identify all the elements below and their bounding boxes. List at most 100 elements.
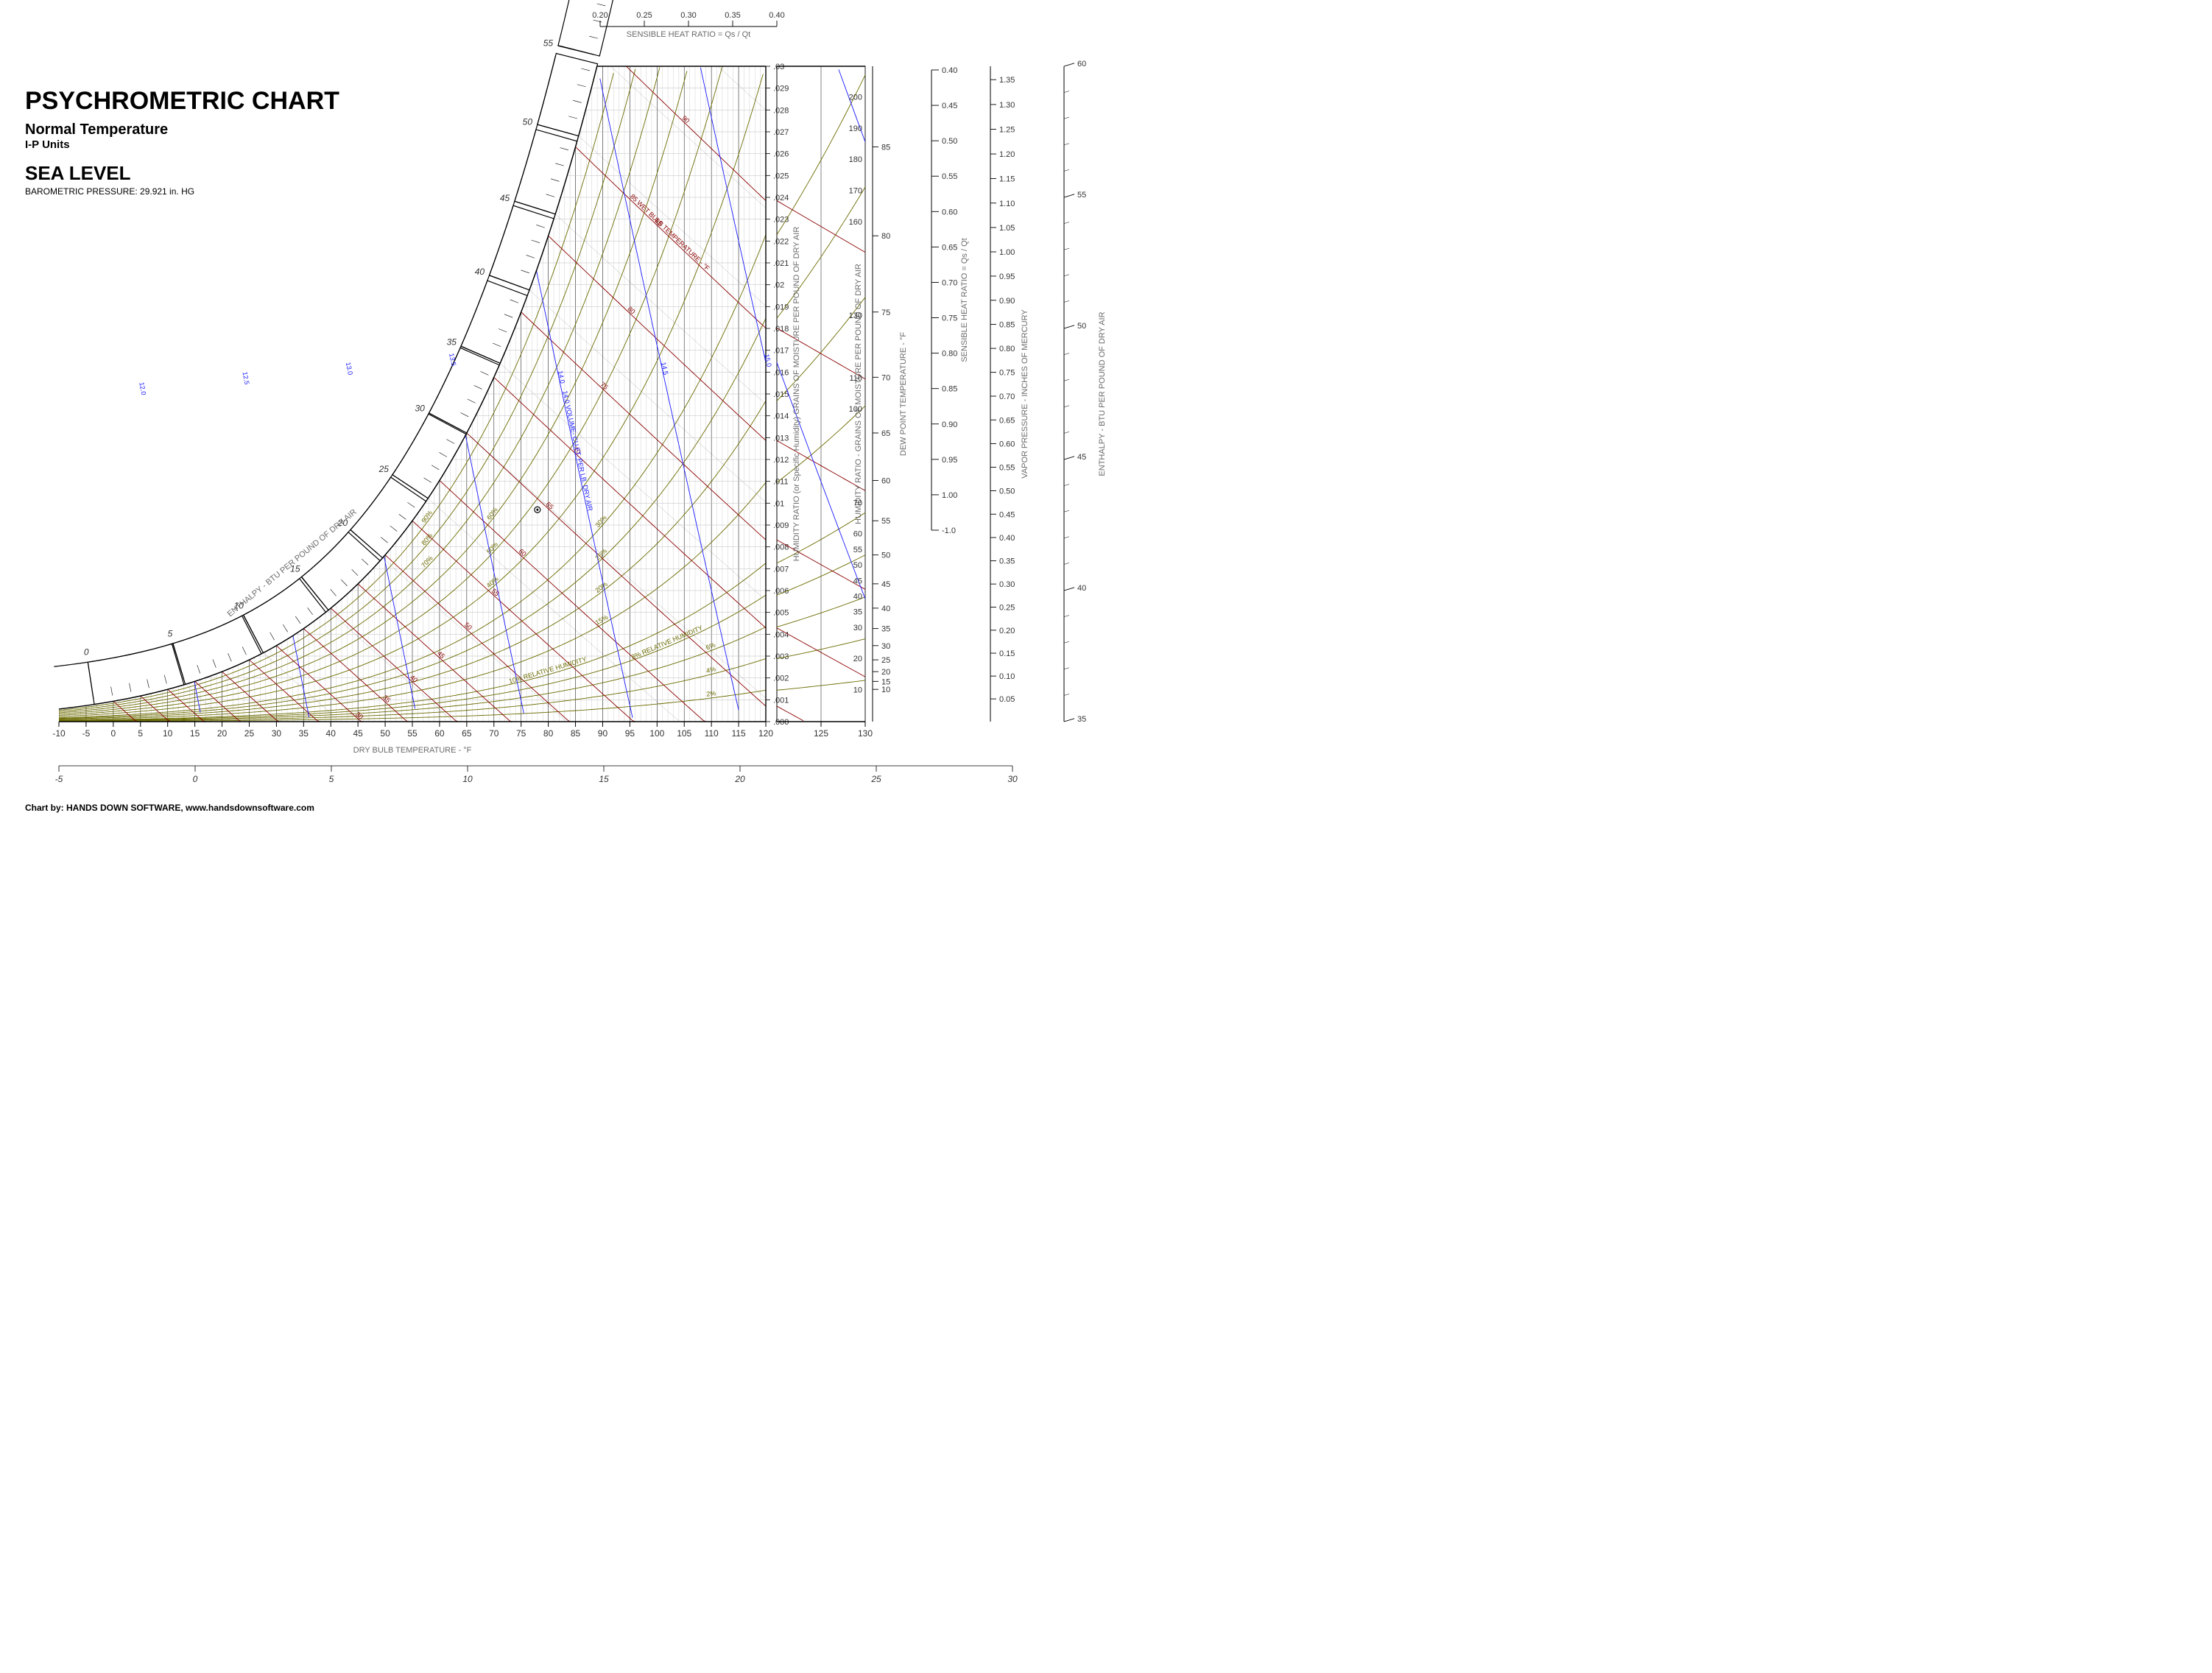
svg-text:55: 55: [853, 546, 862, 554]
svg-text:50: 50: [853, 561, 862, 570]
svg-text:25: 25: [378, 464, 390, 474]
svg-text:-1.0: -1.0: [942, 526, 956, 535]
svg-text:105: 105: [677, 728, 691, 739]
svg-text:.016: .016: [773, 368, 789, 377]
svg-text:40: 40: [881, 605, 890, 613]
svg-text:25: 25: [870, 774, 881, 784]
svg-text:55: 55: [543, 38, 554, 48]
svg-text:1.30: 1.30: [999, 101, 1015, 110]
svg-text:.024: .024: [773, 194, 789, 202]
svg-text:0.05: 0.05: [999, 695, 1015, 704]
chart-credit: Chart by: HANDS DOWN SOFTWARE, www.hands…: [25, 803, 314, 813]
svg-text:125: 125: [814, 728, 828, 739]
svg-text:1.10: 1.10: [999, 200, 1015, 208]
svg-text:0.35: 0.35: [999, 557, 1015, 566]
title-block: PSYCHROMETRIC CHART Normal Temperature I…: [25, 88, 339, 196]
svg-text:.002: .002: [773, 675, 789, 683]
svg-text:35: 35: [381, 694, 392, 704]
svg-text:45: 45: [1077, 453, 1086, 462]
svg-text:0.40: 0.40: [942, 66, 957, 75]
svg-text:.015: .015: [773, 390, 789, 399]
svg-text:.001: .001: [773, 696, 789, 705]
svg-text:.017: .017: [773, 347, 789, 356]
svg-text:60: 60: [881, 476, 890, 485]
svg-text:.03: .03: [773, 63, 784, 71]
svg-text:35: 35: [853, 608, 862, 617]
svg-text:50: 50: [881, 552, 890, 560]
svg-text:90%: 90%: [420, 509, 434, 524]
svg-text:15.0: 15.0: [763, 353, 773, 367]
svg-text:100: 100: [849, 405, 862, 414]
svg-text:.004: .004: [773, 630, 789, 639]
svg-text:1.00: 1.00: [942, 491, 957, 500]
svg-text:0.60: 0.60: [999, 440, 1015, 448]
svg-text:50: 50: [523, 116, 533, 127]
svg-text:0.40: 0.40: [769, 11, 784, 20]
svg-text:.02: .02: [773, 281, 784, 290]
svg-text:.008: .008: [773, 543, 789, 552]
enthalpy-axis-label-right: ENTHALPY - BTU PER POUND OF DRY AIR: [1098, 311, 1106, 476]
svg-text:.026: .026: [773, 150, 789, 159]
svg-text:75: 75: [881, 309, 890, 317]
svg-text:115: 115: [732, 728, 746, 739]
svg-text:30: 30: [272, 728, 282, 739]
svg-text:35: 35: [299, 728, 309, 739]
shr-right-label: SENSIBLE HEAT RATIO = Qs / Qt: [960, 238, 969, 362]
svg-text:20: 20: [881, 668, 890, 677]
svg-text:160: 160: [849, 218, 862, 227]
svg-text:5: 5: [138, 728, 143, 739]
svg-text:130: 130: [849, 311, 862, 320]
svg-text:2%: 2%: [706, 689, 716, 698]
svg-text:.009: .009: [773, 521, 789, 530]
svg-text:200: 200: [849, 93, 862, 102]
svg-text:0.85: 0.85: [999, 321, 1015, 330]
svg-text:20: 20: [853, 655, 862, 663]
svg-text:90: 90: [680, 114, 691, 124]
svg-text:0.75: 0.75: [942, 314, 957, 323]
svg-text:70: 70: [881, 373, 890, 382]
chart-pressure: BAROMETRIC PRESSURE: 29.921 in. HG: [25, 187, 339, 197]
svg-text:.021: .021: [773, 259, 789, 268]
svg-text:1.05: 1.05: [999, 224, 1015, 233]
svg-text:60: 60: [434, 728, 445, 739]
svg-text:35: 35: [881, 625, 890, 634]
svg-text:110: 110: [849, 374, 862, 383]
svg-text:-5: -5: [55, 774, 63, 784]
svg-text:0.95: 0.95: [942, 456, 957, 465]
svg-text:80: 80: [881, 232, 890, 241]
svg-text:30: 30: [415, 403, 426, 413]
svg-text:-5: -5: [82, 728, 91, 739]
svg-text:50: 50: [1077, 322, 1086, 331]
svg-text:10: 10: [881, 686, 890, 694]
svg-text:20: 20: [734, 774, 745, 784]
svg-text:55: 55: [407, 728, 418, 739]
chart-sealevel: SEA LEVEL: [25, 163, 339, 183]
svg-text:85 WET BULB TEMPERATURE - °F: 85 WET BULB TEMPERATURE - °F: [629, 193, 711, 272]
svg-text:60: 60: [853, 530, 862, 539]
x-axis-label: DRY BULB TEMPERATURE - °F: [353, 746, 472, 755]
chart-subtitle-2: I-P Units: [25, 139, 339, 151]
svg-text:14.0 VOLUME- CU.FT. PER LB. DR: 14.0 VOLUME- CU.FT. PER LB. DRY AIR: [561, 390, 594, 513]
svg-text:0.35: 0.35: [725, 11, 740, 20]
svg-text:8% RELATIVE HUMIDITY: 8% RELATIVE HUMIDITY: [630, 624, 704, 661]
svg-text:10: 10: [462, 774, 473, 784]
svg-text:0.55: 0.55: [999, 463, 1015, 472]
svg-text:.027: .027: [773, 128, 789, 137]
svg-text:65: 65: [881, 429, 890, 438]
svg-text:.012: .012: [773, 456, 789, 465]
chart-title: PSYCHROMETRIC CHART: [25, 88, 339, 115]
svg-text:0.75: 0.75: [999, 369, 1015, 378]
svg-text:0.55: 0.55: [942, 172, 957, 181]
svg-text:40: 40: [853, 592, 862, 601]
svg-text:0.25: 0.25: [636, 11, 652, 20]
svg-text:60: 60: [518, 547, 528, 557]
shr-top-label: SENSIBLE HEAT RATIO = Qs / Qt: [627, 30, 750, 39]
svg-text:35: 35: [447, 337, 457, 347]
svg-text:10: 10: [163, 728, 173, 739]
svg-text:0.65: 0.65: [999, 416, 1015, 425]
svg-text:.005: .005: [773, 609, 789, 618]
svg-text:30: 30: [853, 624, 862, 633]
svg-text:0.25: 0.25: [999, 604, 1015, 613]
svg-text:15: 15: [881, 677, 890, 686]
svg-text:120: 120: [758, 728, 773, 739]
